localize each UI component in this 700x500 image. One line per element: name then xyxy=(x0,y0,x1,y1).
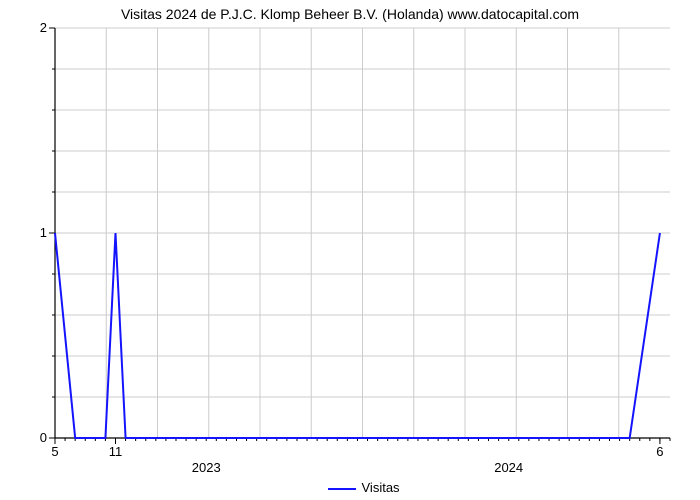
x-tick-label: 6 xyxy=(645,444,675,459)
x-tick-label: 11 xyxy=(100,444,130,459)
y-tick-label: 1 xyxy=(27,225,47,240)
legend: Visitas xyxy=(328,480,400,495)
legend-label: Visitas xyxy=(362,480,400,495)
x-secondary-label: 2023 xyxy=(181,460,231,475)
legend-line-swatch xyxy=(328,488,356,490)
chart-plot-area xyxy=(55,28,670,438)
chart-title: Visitas 2024 de P.J.C. Klomp Beheer B.V.… xyxy=(0,6,700,22)
x-tick-label: 5 xyxy=(40,444,70,459)
series-line xyxy=(55,233,660,438)
x-secondary-label: 2024 xyxy=(484,460,534,475)
y-tick-label: 0 xyxy=(27,430,47,445)
y-tick-label: 2 xyxy=(27,20,47,35)
